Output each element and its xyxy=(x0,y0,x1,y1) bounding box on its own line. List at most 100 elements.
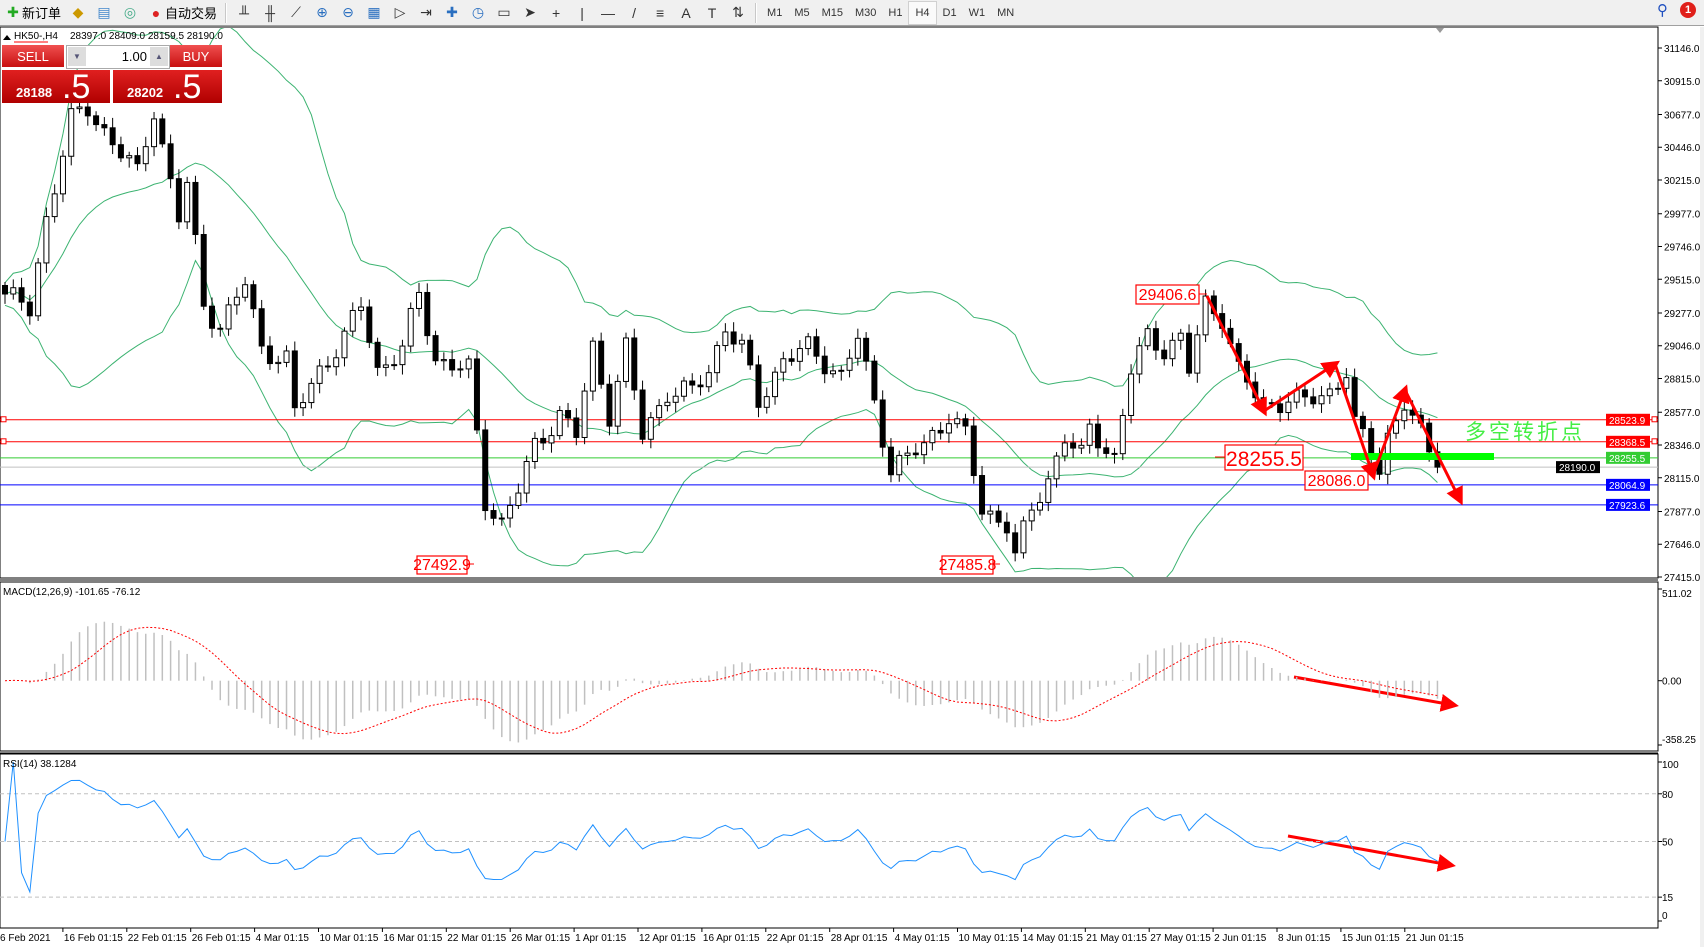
signals-button[interactable]: ◎ xyxy=(118,2,142,24)
candle xyxy=(167,134,174,189)
timeframe-m30[interactable]: M30 xyxy=(855,6,877,19)
text-label-button[interactable]: T xyxy=(700,2,724,24)
candle-body xyxy=(490,510,497,519)
templates-icon: ▭ xyxy=(497,4,511,20)
cursor-icon: ➤ xyxy=(524,4,536,20)
arrows-button[interactable]: ⇅ xyxy=(726,2,750,24)
horizontal-line-button[interactable]: — xyxy=(596,2,620,24)
lot-size-stepper[interactable]: ▼ ▲ xyxy=(66,45,170,69)
text-icon: A xyxy=(681,4,691,21)
auto-scroll-button[interactable]: ▷ xyxy=(388,2,412,24)
timeframe-mn[interactable]: MN xyxy=(997,6,1015,19)
timeframe-m1[interactable]: M1 xyxy=(767,6,783,19)
candle xyxy=(896,450,903,482)
candle-body xyxy=(515,492,522,506)
candle-body xyxy=(316,365,323,384)
timeframe-h4[interactable]: H4 xyxy=(908,0,937,25)
buy-price-button[interactable]: 28202 .5 xyxy=(113,68,222,106)
candle-body xyxy=(854,337,861,359)
candle xyxy=(871,355,878,404)
candle xyxy=(1012,523,1019,562)
candle-body xyxy=(705,372,712,388)
candle xyxy=(912,443,919,459)
lot-increase-button[interactable]: ▲ xyxy=(150,47,168,66)
auto-trading-button[interactable]: ● 自动交易 xyxy=(144,2,220,24)
pivot-text: 多空转折点 xyxy=(1465,421,1585,444)
text-button[interactable]: A xyxy=(674,2,698,24)
candle xyxy=(109,117,116,155)
candle-body xyxy=(184,181,191,223)
candle xyxy=(192,175,199,245)
candle-body xyxy=(647,417,654,440)
candle-body xyxy=(1194,334,1201,374)
candle-body xyxy=(440,359,447,362)
candle xyxy=(747,334,754,370)
level-handle[interactable] xyxy=(1651,438,1658,445)
candle xyxy=(830,363,836,378)
vertical-line-icon: | xyxy=(580,4,584,21)
candle xyxy=(35,257,42,321)
candle-body xyxy=(76,106,83,110)
candle-body xyxy=(1012,532,1019,554)
vertical-line-button[interactable]: | xyxy=(570,2,594,24)
collapse-arrow-icon[interactable] xyxy=(3,35,11,40)
level-handle[interactable] xyxy=(0,416,7,423)
candle-body xyxy=(1202,295,1209,336)
candle-body xyxy=(589,340,596,392)
tile-windows-button[interactable]: ▦ xyxy=(362,2,386,24)
candle xyxy=(10,279,17,300)
templates-button[interactable]: ▭ xyxy=(492,2,516,24)
timeframe-w1[interactable]: W1 xyxy=(968,6,986,19)
crosshair-button[interactable]: + xyxy=(544,2,568,24)
timeframe-d1[interactable]: D1 xyxy=(942,6,957,19)
zoom-in-button[interactable]: ⊕ xyxy=(310,2,334,24)
buy-button[interactable]: BUY xyxy=(170,45,222,67)
candle-body xyxy=(556,410,563,437)
timeframe-h1[interactable]: H1 xyxy=(888,6,903,19)
level-handle[interactable] xyxy=(1651,416,1658,423)
market-watch-button[interactable]: ◆ xyxy=(66,2,90,24)
periods-button[interactable]: ◷ xyxy=(466,2,490,24)
trendline-button[interactable]: / xyxy=(622,2,646,24)
new-order-button[interactable]: ✚ 新订单 xyxy=(1,2,64,24)
trendline-icon: / xyxy=(632,4,636,21)
candle xyxy=(1393,417,1400,439)
chart-bars-button[interactable]: ╨ xyxy=(232,2,256,24)
zigzag-arrow xyxy=(1263,360,1341,413)
candle xyxy=(449,349,456,377)
price-level-tag xyxy=(1556,461,1600,474)
candle-body xyxy=(308,382,315,404)
navigator-button[interactable]: ▤ xyxy=(92,2,116,24)
cursor-button[interactable]: ➤ xyxy=(518,2,542,24)
zoom-out-button[interactable]: ⊖ xyxy=(336,2,360,24)
candle-body xyxy=(747,339,754,366)
lot-decrease-button[interactable]: ▼ xyxy=(68,47,86,66)
timeframe-m15[interactable]: M15 xyxy=(821,6,843,19)
sell-price-button[interactable]: 28188 .5 xyxy=(2,68,110,106)
candle xyxy=(266,336,273,370)
indicators-button[interactable]: ✚ xyxy=(440,2,464,24)
candlesticks-button[interactable]: ╫ xyxy=(258,2,282,24)
macd-header: MACD(12,26,9) -101.65 -76.12 xyxy=(3,587,141,598)
candle xyxy=(705,364,712,393)
sell-button[interactable]: SELL xyxy=(2,45,64,67)
bollinger-middle-band xyxy=(4,162,1438,478)
level-handle[interactable] xyxy=(0,438,7,445)
timeframe-m5[interactable]: M5 xyxy=(794,6,810,19)
text-label-icon: T xyxy=(707,4,717,21)
notification-badge[interactable]: 1 xyxy=(1680,2,1696,18)
candle xyxy=(1161,340,1168,366)
candle xyxy=(714,341,721,383)
price-tick-label: 28815.0 xyxy=(1664,375,1701,386)
chart-shift-button[interactable]: ⇥ xyxy=(414,2,438,24)
lot-size-input[interactable] xyxy=(89,48,149,65)
line-chart-button[interactable]: ⟋ xyxy=(284,2,308,24)
candle-body xyxy=(887,446,894,476)
price-tick-label: 30215.0 xyxy=(1664,176,1701,187)
macd-tick-label: 0.00 xyxy=(1662,677,1682,688)
fibonacci-button[interactable]: ≡ xyxy=(648,2,672,24)
candle xyxy=(672,387,679,413)
candle xyxy=(258,299,265,355)
search-icon[interactable]: ⚲ xyxy=(1657,2,1668,19)
